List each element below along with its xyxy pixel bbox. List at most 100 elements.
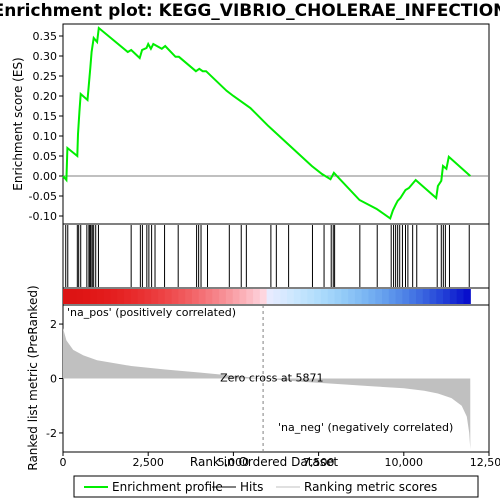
es-y-tick-label: -0.10 (29, 210, 57, 223)
colorbar-cell (178, 289, 186, 304)
colorbar-cell (334, 289, 342, 304)
rank-y-tick-label: 2 (50, 318, 57, 331)
colorbar-cell (354, 289, 363, 304)
colorbar-cell (348, 289, 356, 304)
colorbar-cell (225, 289, 234, 304)
colorbar-cell (117, 289, 125, 304)
hit-lines-group (65, 225, 470, 287)
colorbar-cell (76, 289, 84, 304)
colorbar-cell (293, 289, 302, 304)
colorbar-cell (280, 289, 288, 304)
es-y-axis-label: Enrichment score (ES) (11, 57, 25, 190)
colorbar-cell (320, 289, 329, 304)
colorbar-cell (415, 289, 424, 304)
x-tick-label: 10,000 (385, 456, 424, 469)
colorbar-cell (63, 289, 71, 304)
colorbar-cell (246, 289, 254, 304)
colorbar-cell (402, 289, 410, 304)
colorbar-cell (341, 289, 349, 304)
x-axis-ticks: 0 2,500 5,000 7,500 10,000 12,500 (60, 452, 500, 469)
colorbar-cell (253, 289, 261, 304)
colorbar-cell (191, 289, 200, 304)
es-y-tick-label: 0.35 (33, 30, 58, 43)
legend-items: Enrichment profile Hits Ranking metric sco… (84, 480, 437, 494)
es-curve-group (62, 26, 471, 220)
colorbar-cell (395, 289, 403, 304)
colorbar-cell (436, 289, 444, 304)
legend-label: Ranking metric scores (304, 480, 437, 494)
rank-y-ticks: -2 0 2 (46, 318, 63, 440)
colorbar-cell (212, 289, 220, 304)
colorbar-cell (327, 289, 336, 304)
colorbar-cell (239, 289, 247, 304)
positive-correlation-label: 'na_pos' (positively correlated) (67, 306, 236, 319)
es-y-ticks: -0.10 -0.05 0.00 0.05 0.10 0.15 0.20 0.25 0.30 0.… (29, 30, 63, 223)
rank-y-tick-label: 0 (50, 373, 57, 386)
x-tick-label: 0 (60, 456, 67, 469)
es-panel-frame (62, 23, 490, 225)
enrichment-profile-line (62, 26, 471, 220)
colorbar-cell (361, 289, 370, 304)
colorbar-cells (63, 289, 471, 304)
es-y-tick-label: -0.05 (29, 190, 57, 203)
colorbar-cell (266, 289, 275, 304)
x-tick-label: 5,000 (218, 456, 250, 469)
zero-cross-label: Zero cross at 5871 (220, 372, 323, 385)
es-y-tick-label: 0.05 (33, 150, 58, 163)
legend-label: Hits (240, 480, 263, 494)
colorbar-cell (409, 289, 417, 304)
colorbar-cell (375, 289, 383, 304)
colorbar-cell (300, 289, 308, 304)
colorbar-cell (151, 289, 159, 304)
es-y-tick-label: 0.20 (33, 90, 58, 103)
colorbar-cell (456, 289, 465, 304)
colorbar-cell (219, 289, 227, 304)
colorbar-cell (307, 289, 315, 304)
legend-label: Enrichment profile (112, 480, 223, 494)
colorbar-cell (90, 289, 98, 304)
colorbar-cell (124, 289, 132, 304)
es-y-tick-label: 0.00 (33, 170, 58, 183)
colorbar-cell (382, 289, 390, 304)
legend: Enrichment profile Hits Ranking metric sco… (73, 475, 479, 498)
colorbar-cell (137, 289, 146, 304)
colorbar-cell (259, 289, 268, 304)
es-y-tick-label: 0.10 (33, 130, 58, 143)
colorbar-cell (368, 289, 376, 304)
colorbar-cell (69, 289, 78, 304)
colorbar-cell (103, 289, 112, 304)
x-tick-label: 12,500 (470, 456, 500, 469)
colorbar-cell (83, 289, 91, 304)
hits-panel (62, 223, 490, 289)
colorbar-cell (144, 289, 152, 304)
rank-y-axis-label: Ranked list metric (PreRanked) (26, 285, 40, 470)
colorbar-cell (232, 289, 241, 304)
ranking-metric-panel: -2 0 2 Zero cross at 5871 'na_pos' (positi… (46, 304, 490, 453)
x-tick-label: 7,500 (303, 456, 335, 469)
colorbar-cell (449, 289, 458, 304)
colorbar-cell (185, 289, 193, 304)
es-y-tick-label: 0.30 (33, 50, 58, 63)
es-y-tick-label: 0.25 (33, 70, 58, 83)
colorbar-cell (110, 289, 118, 304)
colorbar-cell (429, 289, 437, 304)
enrichment-score-panel: -0.10 -0.05 0.00 0.05 0.10 0.15 0.20 0.25 0.30 0.… (29, 23, 490, 225)
colorbar-cell (198, 289, 207, 304)
colorbar-cell (314, 289, 322, 304)
colorbar-cell (96, 289, 105, 304)
negative-correlation-label: 'na_neg' (negatively correlated) (278, 421, 453, 434)
colorbar-cell (422, 289, 431, 304)
colorbar-cell (286, 289, 295, 304)
colorbar-cell (463, 289, 471, 304)
colorbar-cell (205, 289, 213, 304)
colorbar-cell (164, 289, 173, 304)
colorbar-cell (443, 289, 451, 304)
colorbar-cell (158, 289, 166, 304)
x-axis-label: Rank in Ordered Dataset (190, 455, 338, 469)
es-y-tick-label: 0.15 (33, 110, 58, 123)
ranking-colorbar (62, 287, 490, 306)
colorbar-cell (273, 289, 281, 304)
colorbar-cell (171, 289, 179, 304)
rank-y-tick-label: -2 (46, 427, 57, 440)
